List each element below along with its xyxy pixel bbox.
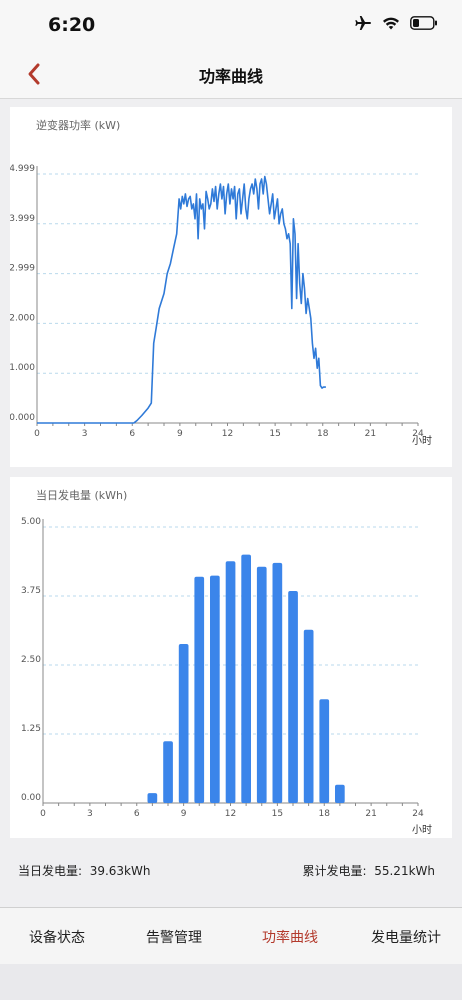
x-tick-label: 15 bbox=[272, 809, 283, 819]
x-tick-label: 3 bbox=[87, 809, 93, 819]
x-tick-label: 6 bbox=[129, 429, 135, 439]
tab-alarm-management[interactable]: 告警管理 bbox=[146, 930, 202, 946]
y-tick-label: 4.999 bbox=[10, 164, 35, 174]
x-tick-label: 21 bbox=[365, 809, 376, 819]
y-tick-label: 2.50 bbox=[21, 655, 41, 665]
power-chart-title: 逆变器功率 (kW) bbox=[36, 119, 121, 132]
tab-bar: 设备状态 告警管理 功率曲线 发电量统计 bbox=[0, 907, 462, 964]
energy-bar bbox=[225, 561, 236, 803]
status-time: 6:20 bbox=[48, 14, 96, 36]
x-tick-label: 24 bbox=[412, 809, 424, 819]
total-energy-label: 累计发电量: bbox=[302, 864, 367, 878]
x-tick-label: 18 bbox=[317, 429, 329, 439]
energy-chart-card: 当日发电量 (kWh) 0.00 1.25 2.50 3.75 5.00 0 3 6 9 12 15… bbox=[10, 477, 452, 838]
energy-bar bbox=[194, 576, 205, 803]
today-energy-value: 39.63kWh bbox=[89, 864, 151, 878]
x-tick-label: 21 bbox=[365, 429, 376, 439]
y-tick-label: 1.000 bbox=[10, 363, 35, 373]
summary-row: 当日发电量: 39.63kWh 累计发电量: 55.21kWh bbox=[0, 862, 462, 886]
y-tick-label: 3.999 bbox=[10, 214, 35, 224]
total-energy: 累计发电量: 55.21kWh bbox=[303, 862, 435, 879]
energy-bar bbox=[210, 575, 220, 803]
x-tick-label: 24 bbox=[412, 429, 424, 439]
x-tick-label: 18 bbox=[319, 809, 331, 819]
y-tick-label: 1.25 bbox=[21, 724, 41, 734]
x-tick-label: 0 bbox=[40, 809, 46, 819]
x-axis-unit: 小时 bbox=[412, 435, 432, 447]
status-icons bbox=[354, 15, 438, 31]
x-axis-unit: 小时 bbox=[412, 824, 432, 836]
energy-bar bbox=[335, 784, 345, 803]
battery-icon bbox=[410, 16, 437, 30]
energy-bar-chart: 0.00 1.25 2.50 3.75 5.00 0 3 6 9 12 15 18 21 24 小时 bbox=[21, 517, 432, 836]
x-tick-label: 6 bbox=[134, 809, 140, 819]
x-tick-label: 12 bbox=[222, 429, 233, 439]
total-energy-value: 55.21kWh bbox=[374, 864, 435, 878]
chevron-left-icon bbox=[28, 63, 40, 85]
energy-bar bbox=[241, 554, 251, 803]
x-tick-label: 12 bbox=[225, 809, 236, 819]
tab-energy-statistics[interactable]: 发电量统计 bbox=[371, 930, 441, 946]
power-series-line bbox=[37, 175, 326, 424]
x-tick-label: 3 bbox=[82, 429, 88, 439]
tab-device-status[interactable]: 设备状态 bbox=[29, 930, 85, 946]
wifi-icon bbox=[383, 17, 399, 30]
back-button[interactable] bbox=[18, 58, 50, 90]
y-tick-label: 3.75 bbox=[21, 586, 41, 596]
bottom-safe-area bbox=[0, 964, 462, 1000]
airplane-icon bbox=[355, 16, 371, 30]
power-line-chart: 0.000 1.000 2.000 2.999 3.999 4.999 0 3 6 9 12 15 18… bbox=[10, 164, 432, 447]
y-tick-label: 5.00 bbox=[21, 517, 41, 527]
tab-power-curve[interactable]: 功率曲线 bbox=[262, 930, 318, 946]
energy-chart-title: 当日发电量 (kWh) bbox=[36, 489, 128, 502]
energy-bar bbox=[256, 566, 267, 803]
energy-bar bbox=[272, 562, 283, 803]
energy-bar bbox=[147, 793, 158, 803]
status-bar: 6:20 bbox=[0, 0, 462, 50]
today-energy: 当日发电量: 39.63kWh bbox=[18, 862, 150, 879]
x-tick-label: 9 bbox=[177, 429, 183, 439]
power-chart-card: 逆变器功率 (kW) 0.000 1.000 2.000 2.999 3.999 4.99… bbox=[10, 107, 452, 467]
y-tick-label: 2.000 bbox=[10, 313, 35, 323]
x-tick-label: 0 bbox=[34, 429, 40, 439]
y-tick-label: 0.000 bbox=[10, 413, 35, 423]
y-tick-label: 0.00 bbox=[21, 793, 41, 803]
energy-bar bbox=[303, 629, 314, 803]
nav-bar: 功率曲线 bbox=[0, 50, 462, 99]
energy-bar bbox=[178, 644, 189, 803]
energy-bar bbox=[319, 699, 330, 803]
today-energy-label: 当日发电量: bbox=[18, 864, 83, 878]
y-tick-label: 2.999 bbox=[10, 264, 35, 274]
x-tick-label: 15 bbox=[269, 429, 280, 439]
page-title: 功率曲线 bbox=[198, 67, 263, 86]
energy-bar bbox=[288, 591, 298, 803]
x-tick-label: 9 bbox=[181, 809, 187, 819]
energy-bar bbox=[163, 741, 173, 803]
